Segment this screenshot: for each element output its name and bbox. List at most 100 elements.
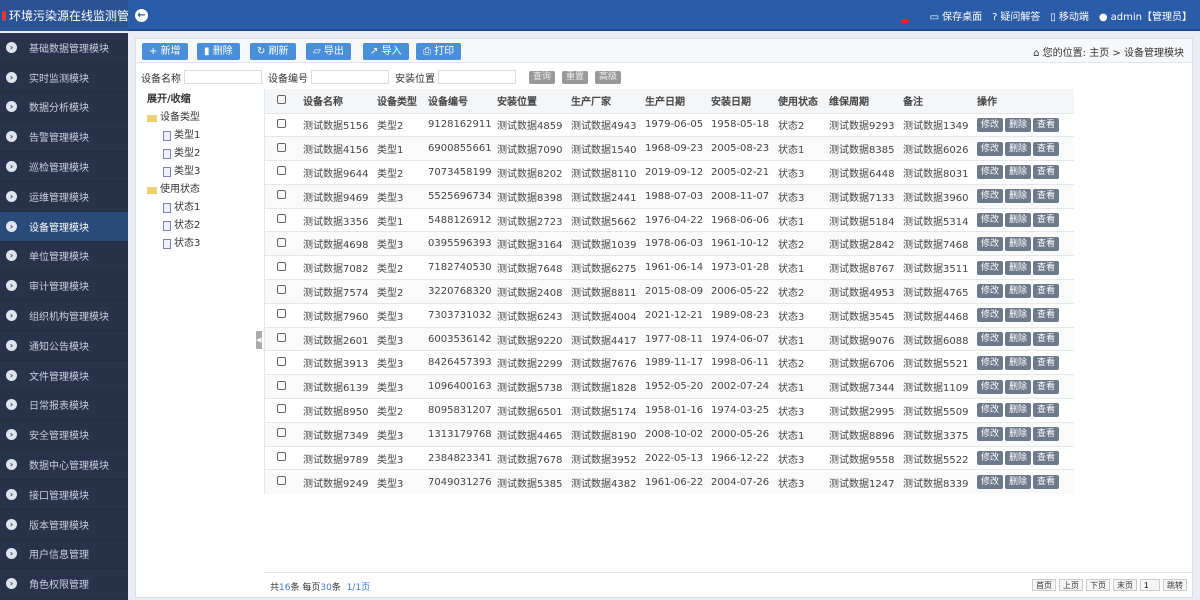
tree-toggle[interactable]: 展开/收缩 [147,94,191,105]
delete-button[interactable]: 删除 [1005,141,1032,156]
sidebar-item[interactable]: › 数据中心管理模块 [0,450,128,480]
sidebar-item[interactable]: › 审计管理模块 [0,271,128,302]
view-button[interactable]: 查看 [1033,427,1060,442]
header-link[interactable]: ▯ 移动端 [1050,8,1089,23]
delete-button[interactable]: 删除 [1005,236,1032,251]
tree-leaf[interactable]: 状态1 [141,199,263,217]
checkbox[interactable] [277,333,286,343]
checkbox[interactable] [277,476,286,486]
edit-button[interactable]: 修改 [977,165,1004,180]
tree-leaf[interactable]: 状态2 [141,217,263,235]
edit-button[interactable]: 修改 [977,236,1004,251]
view-button[interactable]: 查看 [1033,189,1060,204]
row-select[interactable] [265,398,303,423]
checkbox[interactable] [277,285,286,295]
delete-button[interactable]: 删除 [1005,308,1032,323]
table-row[interactable]: 测试数据4156 类型1 6900855661 测试数据7090 测试数据1540 196… [265,136,1074,161]
sidebar-item[interactable]: › 角色权限管理 [0,569,128,600]
edit-button[interactable]: 修改 [977,379,1004,394]
edit-button[interactable]: 修改 [977,427,1004,442]
row-select[interactable] [265,302,303,328]
header-link[interactable]: ▭ 保存桌面 [930,8,982,23]
filter-button[interactable]: 查询 [529,70,556,84]
breadcrumb-home[interactable]: 主页 [1089,48,1110,59]
row-select[interactable] [265,326,303,351]
checkbox[interactable] [277,94,286,104]
table-row[interactable]: 测试数据3356 类型1 5488126912 测试数据2723 测试数据5662 197… [265,207,1074,232]
edit-button[interactable]: 修改 [977,332,1004,347]
checkbox[interactable] [277,214,286,224]
row-select[interactable] [265,255,303,280]
filter-button[interactable]: 重置 [562,70,589,84]
pager-button[interactable]: 上页 [1059,579,1083,591]
edit-button[interactable]: 修改 [977,141,1004,156]
导出-button[interactable]: ▱ 导出 [306,43,351,60]
delete-button[interactable]: 删除 [1005,117,1032,132]
tree-leaf[interactable]: 类型1 [141,127,263,145]
edit-button[interactable]: 修改 [977,355,1004,370]
sidebar-item[interactable]: › 用户信息管理 [0,540,128,570]
checkbox[interactable] [277,166,286,176]
row-select[interactable] [265,445,303,470]
go-button[interactable]: 跳转 [1163,579,1187,591]
tree-leaf[interactable]: 状态3 [141,235,263,253]
sidebar-item[interactable]: › 设备管理模块 [0,211,128,242]
checkbox[interactable] [277,142,286,152]
edit-button[interactable]: 修改 [977,189,1004,204]
sidebar-item[interactable]: › 基础数据管理模块 [0,33,128,63]
delete-button[interactable]: 删除 [1005,379,1032,394]
view-button[interactable]: 查看 [1033,379,1060,394]
view-button[interactable]: 查看 [1033,475,1060,490]
tree-leaf[interactable]: 类型3 [141,163,263,181]
header-link[interactable]: ? 疑问解答 [992,8,1040,23]
新增-button[interactable]: + 新增 [142,43,188,60]
view-button[interactable]: 查看 [1033,213,1060,228]
edit-button[interactable]: 修改 [977,260,1004,275]
checkbox[interactable] [277,309,286,319]
table-row[interactable]: 测试数据7960 类型3 7303731032 测试数据6243 测试数据4004 202… [265,302,1074,328]
table-row[interactable]: 测试数据7574 类型2 3220768320 测试数据2408 测试数据8811 201… [265,279,1074,304]
刷新-button[interactable]: ↻ 刷新 [250,43,296,60]
sidebar-item[interactable]: › 实时监测模块 [0,63,128,93]
row-select[interactable] [265,231,303,256]
pager-button[interactable]: 首页 [1032,579,1056,591]
view-button[interactable]: 查看 [1033,308,1060,323]
edit-button[interactable]: 修改 [977,475,1004,490]
filter-input[interactable] [311,70,389,84]
checkbox[interactable] [277,404,286,414]
delete-button[interactable]: 删除 [1005,403,1032,418]
delete-button[interactable]: 删除 [1005,427,1032,442]
导入-button[interactable]: ↗ 导入 [363,43,409,60]
打印-button[interactable]: ⎙ 打印 [416,43,462,60]
checkbox[interactable] [277,237,286,247]
view-button[interactable]: 查看 [1033,451,1060,466]
delete-button[interactable]: 删除 [1005,165,1032,180]
filter-input[interactable] [184,70,262,84]
header-link[interactable]: ● admin【管理员】 [1099,8,1192,23]
view-button[interactable]: 查看 [1033,355,1060,370]
select-all[interactable] [265,89,303,113]
sidebar-item[interactable]: › 日常报表模块 [0,391,128,421]
sidebar-item[interactable]: › 组织机构管理模块 [0,301,128,331]
tree-node[interactable]: 使用状态 [141,181,263,199]
delete-button[interactable]: 删除 [1005,355,1032,370]
sidebar-item[interactable]: › 版本管理模块 [0,510,128,540]
checkbox[interactable] [277,118,286,128]
page-input[interactable] [1140,579,1160,591]
table-row[interactable]: 测试数据6139 类型3 1096400163 测试数据5738 测试数据1828 195… [265,374,1074,399]
view-button[interactable]: 查看 [1033,141,1060,156]
row-select[interactable] [265,183,303,209]
checkbox[interactable] [277,261,286,271]
row-select[interactable] [265,421,303,447]
filter-input[interactable] [438,70,516,84]
table-row[interactable]: 测试数据7349 类型3 1313179768 测试数据4465 测试数据8190 200… [265,421,1074,447]
checkbox[interactable] [277,356,286,366]
edit-button[interactable]: 修改 [977,308,1004,323]
row-select[interactable] [265,469,303,494]
view-button[interactable]: 查看 [1033,332,1060,347]
sidebar-item[interactable]: › 运维管理模块 [0,182,128,212]
filter-button[interactable]: 高级 [595,70,622,84]
table-row[interactable]: 测试数据3913 类型3 8426457393 测试数据2299 测试数据7676 198… [265,350,1074,375]
tree-node[interactable]: 设备类型 [141,109,263,127]
row-select[interactable] [265,136,303,161]
